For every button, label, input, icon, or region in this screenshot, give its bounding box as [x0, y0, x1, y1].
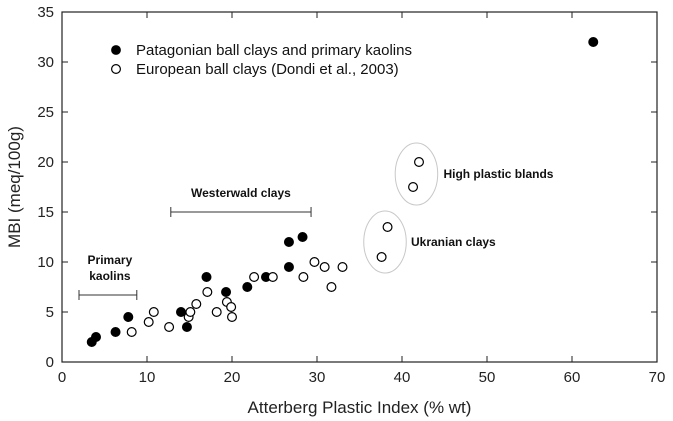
y-tick-label: 20: [37, 154, 54, 171]
european-point: [408, 182, 419, 193]
x-tick-label: 20: [224, 369, 241, 386]
y-tick-label: 10: [37, 254, 54, 271]
patagonian-point: [90, 332, 101, 343]
european-point: [211, 307, 222, 318]
y-tick-label: 0: [46, 354, 54, 371]
european-point: [126, 327, 137, 338]
european-point: [164, 322, 175, 333]
patagonian-point: [283, 262, 294, 273]
x-tick-label: 60: [564, 369, 581, 386]
european-point: [376, 252, 387, 263]
patagonian-point: [181, 322, 192, 333]
high-plastic-label: High plastic blands: [443, 167, 553, 181]
y-tick-label: 5: [46, 304, 54, 321]
x-tick-label: 10: [139, 369, 156, 386]
x-axis-title: Atterberg Plastic Index (% wt): [248, 398, 472, 417]
x-tick-label: 40: [394, 369, 411, 386]
y-tick-label: 25: [37, 104, 54, 121]
patagonian-point: [283, 237, 294, 248]
european-point: [326, 282, 337, 293]
patagonian-point: [123, 312, 134, 323]
x-tick-label: 70: [649, 369, 666, 386]
european-point: [185, 307, 196, 318]
european-point: [202, 287, 213, 298]
european-point: [337, 262, 348, 273]
european-point: [143, 317, 154, 328]
y-tick-label: 35: [37, 4, 54, 21]
x-tick-label: 0: [58, 369, 66, 386]
european-point: [382, 222, 393, 233]
european-point: [191, 299, 202, 310]
westerwald-label: Westerwald clays: [191, 186, 291, 200]
patagonian-point: [242, 282, 253, 293]
legend-label-patagonian: Patagonian ball clays and primary kaolin…: [136, 42, 412, 59]
x-tick-label: 50: [479, 369, 496, 386]
high-plastic-ellipse: [394, 142, 439, 206]
european-point: [249, 272, 260, 283]
patagonian-point: [201, 272, 212, 283]
patagonian-point: [110, 327, 121, 338]
primary-kaolins-label-line1: Primary: [88, 253, 133, 267]
european-point: [227, 312, 238, 323]
european-point: [226, 302, 237, 313]
y-tick-label: 30: [37, 54, 54, 71]
patagonian-point: [297, 232, 308, 243]
ukranian-label: Ukranian clays: [411, 235, 496, 249]
european-point: [298, 272, 309, 283]
y-axis-title: MBI (meq/100g): [5, 126, 24, 248]
legend-marker-european: [110, 63, 121, 74]
patagonian-point: [221, 287, 232, 298]
european-point: [414, 157, 425, 168]
patagonian-point: [588, 36, 599, 47]
european-point: [148, 307, 159, 318]
y-tick-label: 15: [37, 204, 54, 221]
european-point: [267, 272, 278, 283]
european-point: [309, 257, 320, 268]
primary-kaolins-label-line2: kaolins: [89, 269, 131, 283]
legend-marker-patagonian: [111, 45, 121, 55]
european-point: [319, 262, 330, 273]
legend-label-european: European ball clays (Dondi et al., 2003): [136, 61, 399, 78]
x-tick-label: 30: [309, 369, 326, 386]
plot-area-border: [61, 11, 658, 363]
ukranian-ellipse: [363, 210, 407, 274]
